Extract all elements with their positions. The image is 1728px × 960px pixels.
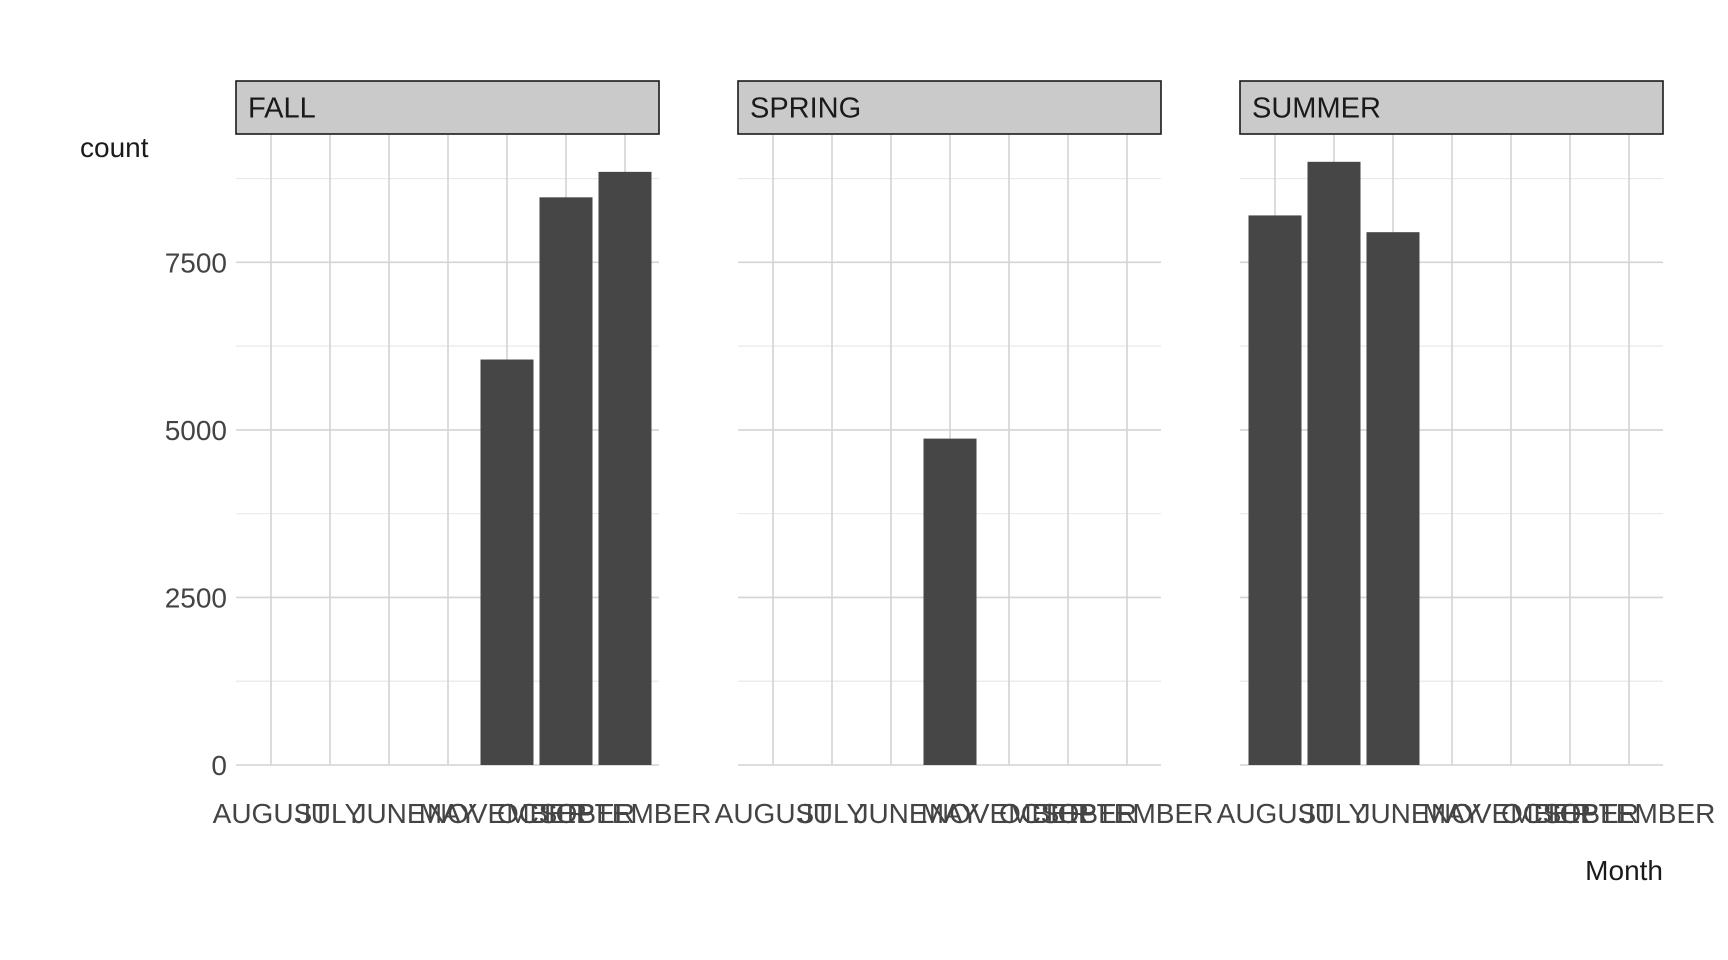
x-tick-label: OCTOBER [1501,798,1639,829]
y-axis-title: count [80,132,149,163]
y-tick-label: 5000 [165,415,227,446]
bar-summer-august [1248,215,1302,765]
x-tick-label: NOVEMBER [1431,798,1591,829]
y-tick-label: 2500 [165,582,227,613]
bar-spring-may [923,438,977,765]
x-tick-label: MAY [921,798,980,829]
x-tick-label: JULY [799,798,866,829]
x-tick-label: NOVEMBER [427,798,587,829]
bars-layer [480,161,1420,766]
y-tick-label: 7500 [165,247,227,278]
x-tick-label: AUGUST [213,798,330,829]
x-tick-label: JUNE [854,798,927,829]
bar-summer-june [1366,232,1420,765]
x-tick-label: AUGUST [1217,798,1334,829]
x-tick-label: OCTOBER [497,798,635,829]
x-tick-label: MAY [419,798,478,829]
x-tick-label: SEPTEMBER [1543,798,1716,829]
facet-strips: FALL SPRING SUMMER [235,80,1664,135]
x-tick-label: NOVEMBER [929,798,1089,829]
bar-summer-july [1307,161,1361,765]
bar-fall-october [539,197,593,766]
facet-label: SPRING [750,93,861,125]
x-tick-label: SEPTEMBER [1041,798,1214,829]
x-tick-label: AUGUST [715,798,832,829]
axis-layer: AUGUSTJULYJUNEMAYNOVEMBEROCTOBERSEPTEMBE… [165,247,1716,829]
facet-label: FALL [248,93,316,125]
x-tick-label: OCTOBER [999,798,1137,829]
x-tick-label: MAY [1423,798,1482,829]
facet-strip [235,80,660,135]
x-tick-label: JUNE [1356,798,1429,829]
x-tick-label: JULY [1301,798,1368,829]
y-tick-label: 0 [211,750,227,781]
bar-fall-september [598,171,652,766]
x-axis-title: Month [1585,855,1663,886]
bar-fall-november [480,359,534,765]
x-tick-label: JUNE [352,798,425,829]
facet-label: SUMMER [1252,93,1381,125]
facet-strip [1239,80,1664,135]
x-tick-label: JULY [297,798,364,829]
facet-strip [737,80,1162,135]
x-tick-label: SEPTEMBER [539,798,712,829]
